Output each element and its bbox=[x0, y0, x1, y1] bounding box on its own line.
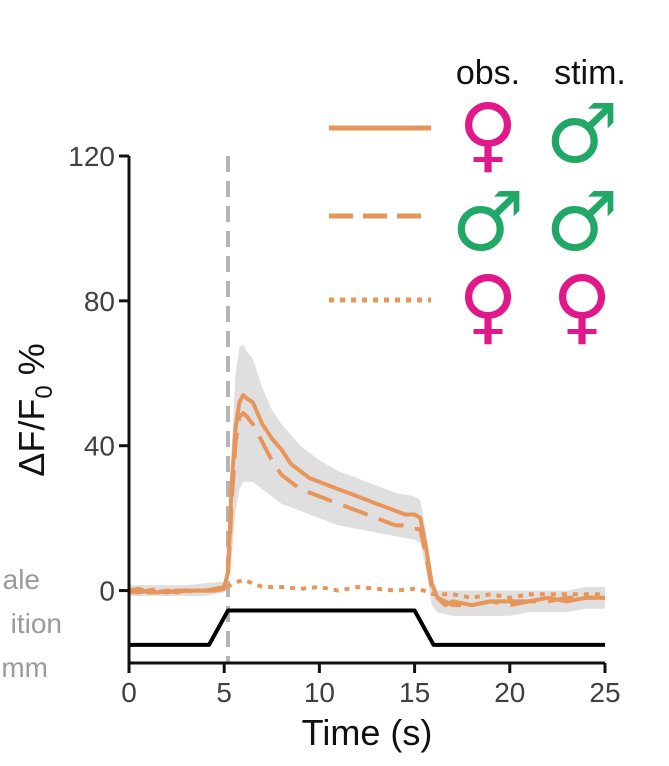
x-tick-label: 15 bbox=[399, 677, 430, 708]
female-symbol-icon: ♀ bbox=[458, 259, 518, 354]
legend: obs. stim. ♀ ♂♂ ♂♀ ♀ bbox=[329, 54, 626, 354]
plot-area bbox=[128, 156, 605, 663]
female-symbol-icon: ♀ bbox=[552, 259, 612, 354]
legend-header-observer: obs. bbox=[456, 54, 520, 92]
series-line-dotted bbox=[128, 577, 605, 600]
stimulus-position-trace bbox=[129, 608, 605, 647]
male-symbol-icon: ♂ bbox=[545, 175, 619, 270]
y-tick-label: 40 bbox=[84, 431, 115, 462]
y-tick-label: 80 bbox=[84, 286, 115, 317]
male-symbol-icon: ♂ bbox=[545, 87, 619, 182]
side-label-3: mm bbox=[1, 652, 48, 683]
legend-header-stimulus: stim. bbox=[554, 54, 626, 92]
ticks: 0 5 10 15 20 25 0 40 80 120 bbox=[68, 141, 620, 708]
female-symbol-icon: ♀ bbox=[458, 87, 518, 182]
series-line-solid bbox=[128, 393, 605, 608]
x-tick-label: 10 bbox=[304, 677, 335, 708]
y-tick-label: 120 bbox=[68, 141, 115, 172]
x-tick-label: 20 bbox=[494, 677, 525, 708]
y-axis-title-subscript: 0 bbox=[31, 385, 58, 398]
x-axis-title: Time (s) bbox=[302, 712, 433, 753]
x-tick-label: 0 bbox=[121, 677, 137, 708]
male-symbol-icon: ♂ bbox=[451, 175, 525, 270]
y-axis-title-suffix: % bbox=[11, 343, 52, 385]
x-tick-label: 5 bbox=[216, 677, 232, 708]
side-label-2: ition bbox=[11, 608, 62, 639]
sem-band bbox=[129, 344, 605, 616]
axes bbox=[127, 156, 605, 665]
y-axis-title: ΔF/F0 % bbox=[11, 343, 58, 476]
y-tick-label: 0 bbox=[99, 576, 115, 607]
y-axis-title-main: ΔF/F bbox=[11, 399, 52, 477]
side-label-1: ale bbox=[3, 564, 40, 595]
x-tick-label: 25 bbox=[589, 677, 620, 708]
side-labels: ale ition mm bbox=[1, 564, 62, 683]
